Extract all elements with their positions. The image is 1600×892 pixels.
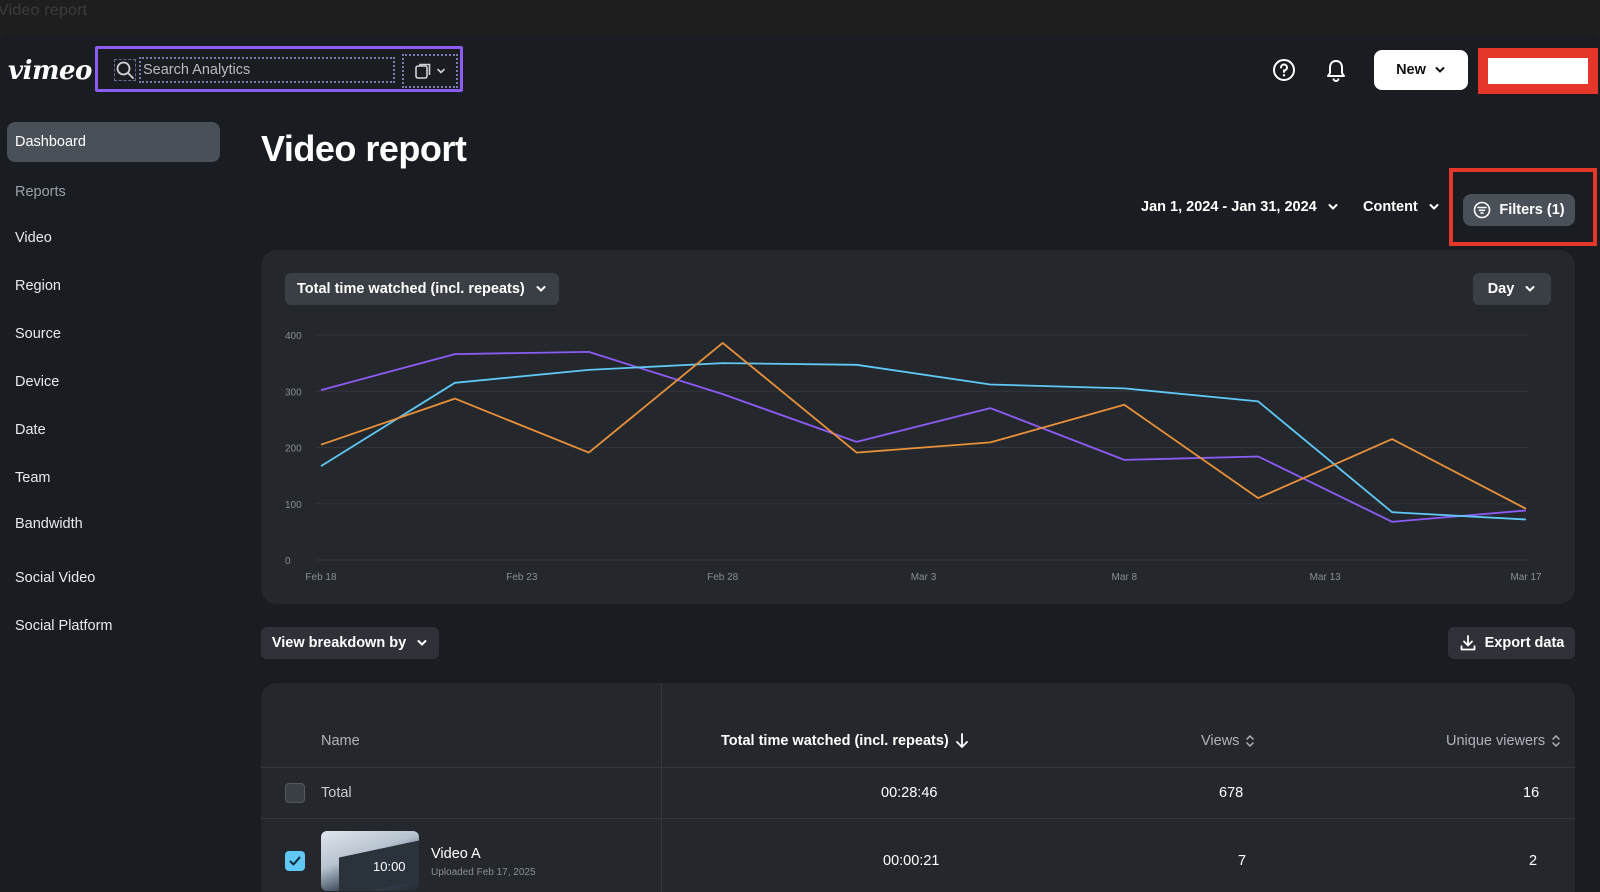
row-divider [261,767,1575,768]
filter-icon [1474,201,1491,219]
y-tick-label: 200 [285,444,302,455]
series-line-2[interactable] [320,362,1527,521]
page-title: Video report [261,128,467,169]
date-range-picker[interactable]: Jan 1, 2024 - Jan 31, 2024 [1141,199,1339,215]
copy-icon [415,63,431,79]
search-input[interactable] [139,57,395,83]
download-icon [1460,635,1476,651]
x-tick-label: Feb 28 [707,572,739,583]
chevron-down-icon [1328,204,1338,210]
line-chart: 0 100 200 300 400 Feb 18 Feb 23 Feb 28 Mar 3 Mar … [285,331,1542,583]
column-header-unique-viewers[interactable]: Unique viewers [1446,733,1561,749]
total-row-checkbox[interactable] [285,783,305,803]
sort-icon [1246,734,1255,748]
video-upload-date: Uploaded Feb 17, 2025 [431,867,536,878]
series-line-1[interactable] [320,351,1527,523]
arrow-down-icon [955,733,968,748]
video-title[interactable]: Video A [431,846,481,862]
video-row-views: 7 [1238,853,1247,869]
y-tick-label: 0 [285,556,291,567]
checkmark-icon [289,856,301,866]
sidebar-item-device[interactable]: Device [15,374,60,390]
filters-label: Filters (1) [1499,202,1565,218]
account-menu[interactable] [1478,48,1598,94]
breakdown-label: View breakdown by [271,635,407,651]
sidebar-item-date[interactable]: Date [15,422,46,438]
chart-card: Total time watched (incl. repeats) Day 0… [261,250,1575,604]
sidebar-item-source[interactable]: Source [15,326,61,342]
browser-tab-title: Video report [0,2,88,19]
column-header-views-label: Views [1201,733,1240,749]
video-duration: 10:00 [373,859,406,874]
date-range-label: Jan 1, 2024 - Jan 31, 2024 [1141,199,1317,215]
chevron-down-icon [417,640,427,646]
video-row-time: 00:00:21 [883,853,940,869]
data-table: Name Total time watched (incl. repeats) … [261,683,1575,892]
filters-button[interactable]: Filters (1) [1463,194,1575,226]
video-row-unique: 2 [1529,853,1538,869]
content-dropdown[interactable]: Content [1363,199,1440,215]
filters-highlight [1449,168,1597,246]
chevron-down-icon [536,286,546,292]
content-label: Content [1363,199,1418,215]
video-row-checkbox[interactable] [285,851,305,871]
x-tick-label: Mar 8 [1112,572,1138,583]
column-header-unique-label: Unique viewers [1446,733,1546,749]
chevron-down-icon [1435,67,1445,73]
interval-dropdown[interactable]: Day [1473,273,1551,305]
bell-icon[interactable] [1325,58,1347,82]
view-breakdown-dropdown[interactable]: View breakdown by [261,627,439,659]
row-divider [261,818,1575,819]
total-row-views: 678 [1219,785,1244,801]
sidebar-item-bandwidth[interactable]: Bandwidth [15,516,83,532]
sort-icon [1552,734,1560,748]
x-tick-label: Mar 3 [911,572,937,583]
x-tick-label: Feb 18 [305,572,337,583]
search-scope-dropdown[interactable] [402,54,458,88]
column-header-time-label: Total time watched (incl. repeats) [721,733,949,749]
total-row-unique: 16 [1523,785,1540,801]
total-row-time: 00:28:46 [881,785,938,801]
column-divider [661,683,662,892]
chevron-down-icon [1429,204,1439,210]
search-icon [114,59,136,81]
sidebar-heading-reports: Reports [15,184,66,200]
chevron-down-icon [1525,286,1535,292]
sidebar-item-social-platform[interactable]: Social Platform [15,618,113,634]
x-tick-label: Mar 17 [1510,572,1542,583]
new-button[interactable]: New [1374,50,1468,90]
sidebar-item-social-video[interactable]: Social Video [15,570,96,586]
video-thumbnail[interactable]: 10:00 [321,831,419,891]
x-tick-label: Mar 13 [1310,572,1342,583]
sidebar-item-team[interactable]: Team [15,470,51,486]
metric-label: Total time watched (incl. repeats) [297,281,525,297]
metric-dropdown[interactable]: Total time watched (incl. repeats) [285,273,559,305]
y-tick-label: 400 [285,331,302,342]
sidebar-item-region[interactable]: Region [15,278,61,294]
sidebar-item-video[interactable]: Video [15,230,52,246]
total-row-name: Total [321,785,352,801]
y-tick-label: 100 [285,500,302,511]
new-button-label: New [1396,62,1426,78]
chevron-down-icon [437,68,445,74]
export-data-button[interactable]: Export data [1448,627,1575,659]
vimeo-logo[interactable]: vimeo [8,56,92,86]
account-avatar [1488,58,1588,84]
x-tick-label: Feb 23 [506,572,538,583]
column-header-time-watched[interactable]: Total time watched (incl. repeats) [721,733,969,749]
interval-label: Day [1487,281,1515,297]
series-line-3[interactable] [320,342,1527,510]
column-header-views[interactable]: Views [1201,733,1255,749]
app-window: vimeo New Dashboard Reports Video Region… [0,34,1600,892]
y-tick-label: 300 [285,387,302,398]
help-icon[interactable] [1272,58,1296,82]
sidebar-item-dashboard[interactable]: Dashboard [7,122,220,162]
column-header-name[interactable]: Name [321,733,360,749]
export-label: Export data [1484,635,1565,651]
search-bar [95,46,463,92]
column-header-name-label: Name [321,733,360,749]
